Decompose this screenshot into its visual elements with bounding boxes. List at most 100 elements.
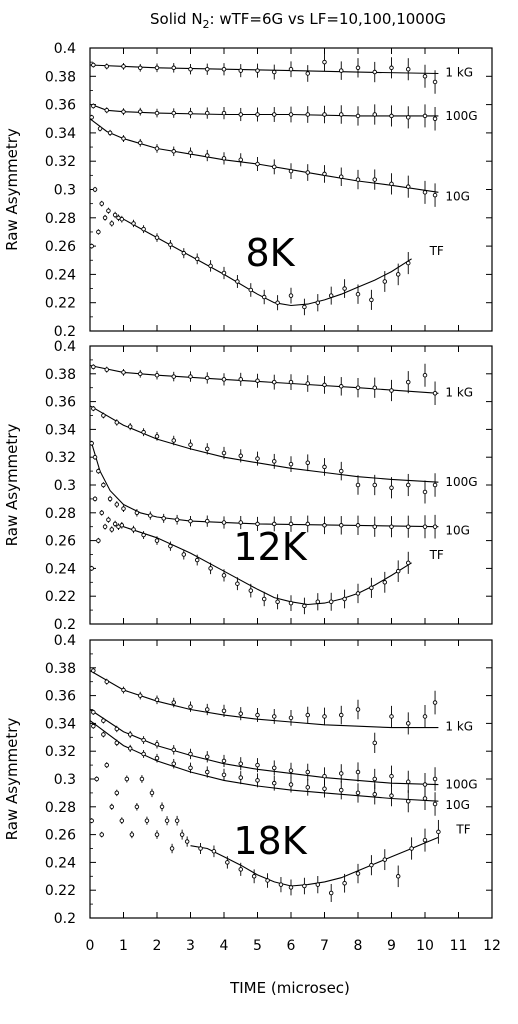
data-point xyxy=(159,804,165,810)
data-point xyxy=(422,714,428,719)
data-point xyxy=(141,751,146,757)
data-point xyxy=(422,113,428,119)
data-point xyxy=(141,429,146,435)
data-point xyxy=(339,771,344,776)
data-point xyxy=(395,874,401,879)
data-point xyxy=(339,523,344,528)
data-point xyxy=(124,776,130,782)
y-tick-label: 0.2 xyxy=(54,617,76,633)
data-point xyxy=(302,603,307,609)
data-point xyxy=(184,839,190,844)
panels: 0.2 0.22 0.24 0.26 0.28 0.3 0.32 0.34 0.36 0.38 0.… xyxy=(3,41,493,927)
series-label-10g: 10G xyxy=(445,524,470,538)
data-point xyxy=(169,846,175,851)
data-point xyxy=(382,580,388,585)
y-tick-label: 0.36 xyxy=(45,98,76,114)
data-point xyxy=(134,510,140,516)
y-tick-label: 0.26 xyxy=(45,828,76,844)
y-tick-label: 0.4 xyxy=(54,633,76,649)
data-point xyxy=(255,112,260,117)
data-point xyxy=(238,377,243,382)
data-point xyxy=(322,714,327,719)
data-point xyxy=(91,62,96,68)
data-point xyxy=(194,557,200,563)
data-point xyxy=(134,804,140,810)
data-point xyxy=(221,270,227,276)
y-axis-label: Raw Asymmetry xyxy=(3,128,21,251)
data-point xyxy=(422,489,428,495)
data-point xyxy=(101,413,106,418)
data-point xyxy=(109,221,115,226)
data-point xyxy=(92,187,98,192)
data-point xyxy=(104,679,109,684)
data-point xyxy=(255,68,260,73)
data-point xyxy=(315,882,321,887)
data-point xyxy=(198,846,203,851)
data-point xyxy=(238,775,243,780)
data-point xyxy=(221,520,227,525)
data-point xyxy=(322,773,327,779)
data-point xyxy=(305,170,311,175)
data-point xyxy=(171,110,176,116)
data-point xyxy=(221,156,227,161)
data-point xyxy=(339,787,344,793)
data-point xyxy=(121,370,126,375)
data-point xyxy=(422,782,428,787)
data-point xyxy=(171,761,176,766)
series-label-1-kg: 1 kG xyxy=(445,720,473,734)
y-tick-label: 0.34 xyxy=(45,422,76,438)
data-point xyxy=(137,140,143,146)
data-point xyxy=(101,732,106,737)
series-label-tf: TF xyxy=(455,822,470,836)
data-point xyxy=(101,482,106,488)
data-point xyxy=(101,718,106,723)
data-point xyxy=(235,279,240,284)
y-tick-label: 0.26 xyxy=(45,239,76,255)
series-label-tf: TF xyxy=(429,548,444,562)
y-tick-label: 0.32 xyxy=(45,154,76,170)
data-point xyxy=(389,485,394,491)
data-point xyxy=(355,790,361,796)
y-tick-label: 0.28 xyxy=(45,211,76,227)
data-point xyxy=(389,65,394,71)
data-point xyxy=(322,523,327,528)
data-point xyxy=(211,849,217,854)
data-point xyxy=(342,286,347,291)
series-label-100g: 100G xyxy=(445,109,477,123)
data-point xyxy=(355,177,361,182)
data-point xyxy=(127,746,133,751)
series-1-kg: 1 kG xyxy=(89,53,473,94)
panel-18k: 0.2 0.22 0.24 0.26 0.28 0.3 0.32 0.34 0.36 0.38 0.… xyxy=(3,633,493,927)
series-10g: 10G xyxy=(89,440,470,539)
data-point xyxy=(154,755,160,761)
data-point xyxy=(131,221,136,226)
series-tf: TF xyxy=(89,186,444,316)
data-point xyxy=(322,382,327,388)
data-point xyxy=(422,190,428,195)
data-point xyxy=(272,69,277,75)
y-axis-label: Raw Asymmetry xyxy=(3,718,21,841)
fit-line-1-kg xyxy=(89,364,439,394)
data-point xyxy=(305,460,311,466)
data-point xyxy=(208,566,213,571)
data-point xyxy=(204,66,210,72)
data-point xyxy=(372,740,378,746)
data-point xyxy=(121,136,126,141)
data-point xyxy=(174,818,180,823)
data-point xyxy=(432,391,438,396)
data-point xyxy=(432,700,438,705)
y-tick-label: 0.34 xyxy=(45,126,76,142)
data-point xyxy=(114,740,120,746)
data-point xyxy=(406,524,411,529)
series-100g: 100G xyxy=(89,405,478,504)
y-tick-label: 0.28 xyxy=(45,800,76,816)
data-point xyxy=(238,453,243,459)
data-point xyxy=(96,229,101,235)
data-point xyxy=(91,668,96,673)
y-tick-label: 0.38 xyxy=(45,367,76,383)
data-point xyxy=(221,110,227,116)
data-point xyxy=(432,192,438,198)
temperature-label: 12K xyxy=(233,525,307,569)
data-point xyxy=(96,538,101,543)
